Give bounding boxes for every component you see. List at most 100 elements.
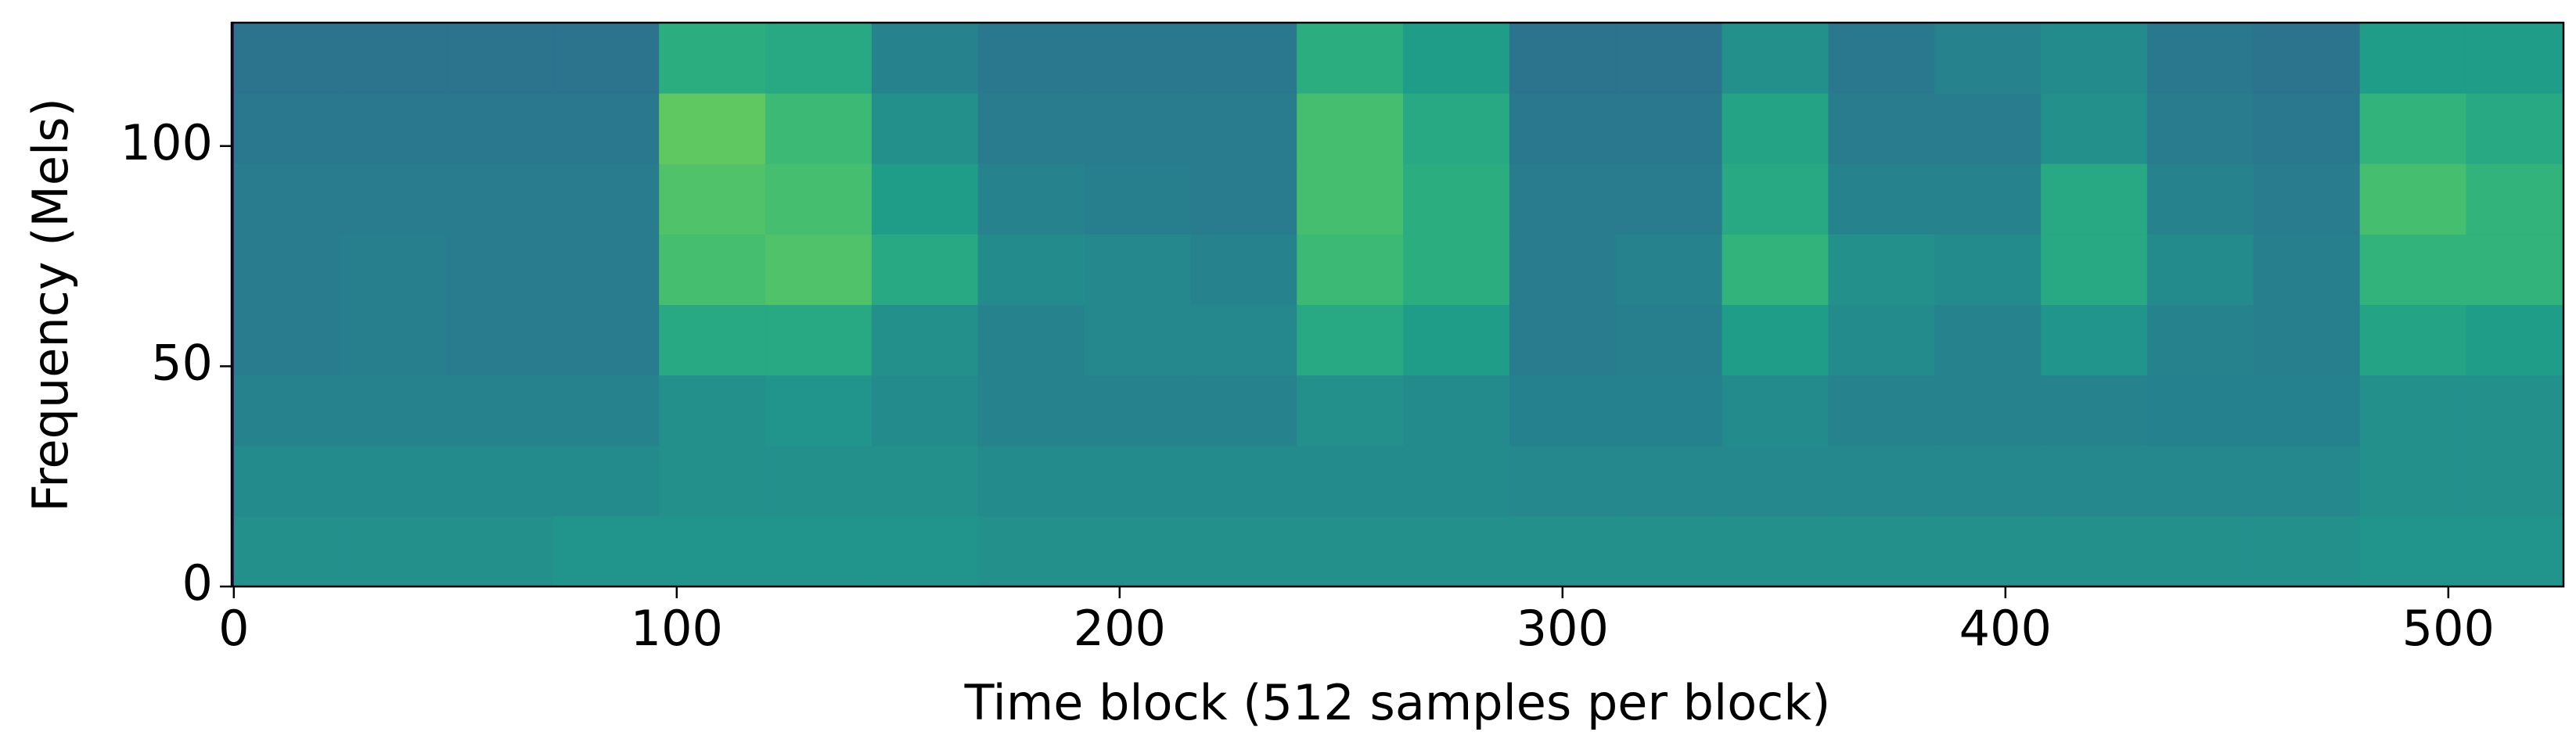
heatmap-cell <box>2466 304 2563 376</box>
heatmap-cell <box>2359 304 2466 376</box>
heatmap-cell <box>340 163 448 235</box>
heatmap-cell <box>446 515 553 587</box>
heatmap-cell <box>233 234 341 305</box>
heatmap-cell <box>765 23 872 94</box>
heatmap-cell <box>1297 515 1404 587</box>
heatmap-cell <box>1084 304 1191 376</box>
heatmap-cell <box>1190 375 1297 447</box>
heatmap-cell <box>2146 375 2254 447</box>
heatmap-cell <box>659 93 766 164</box>
heatmap-cell <box>1615 304 1723 376</box>
y-axis-label: Frequency (Mels) <box>22 98 79 512</box>
heatmap-cell <box>552 23 660 94</box>
heatmap-cell <box>659 445 766 517</box>
heatmap-cell <box>233 375 341 447</box>
heatmap-cell <box>2041 23 2148 94</box>
heatmap-cell <box>871 234 979 305</box>
heatmap-cell <box>1934 163 2042 235</box>
heatmap-cell <box>446 93 553 164</box>
heatmap-cell <box>2466 375 2563 447</box>
heatmap-cell <box>2041 445 2148 517</box>
heatmap-cell <box>1403 375 1510 447</box>
heatmap-cell <box>765 445 872 517</box>
heatmap-cell <box>1615 163 1723 235</box>
heatmap-cell <box>2253 93 2361 164</box>
heatmap-cell <box>1722 515 1829 587</box>
heatmap-cell <box>2359 93 2466 164</box>
heatmap-cell <box>2466 234 2563 305</box>
heatmap-cell <box>2041 93 2148 164</box>
heatmap-cell <box>2146 304 2254 376</box>
heatmap-cell <box>552 375 660 447</box>
heatmap-cell <box>1297 375 1404 447</box>
heatmap-cell <box>340 234 448 305</box>
heatmap-cell <box>1509 515 1617 587</box>
heatmap-cell <box>1722 304 1829 376</box>
heatmap-cell <box>1828 515 1935 587</box>
heatmap-cell <box>2041 304 2148 376</box>
heatmap-cell <box>2253 234 2361 305</box>
heatmap-cell <box>2359 23 2466 94</box>
heatmap-cell <box>1297 163 1404 235</box>
heatmap-cell <box>977 375 1085 447</box>
heatmap-cell <box>340 23 448 94</box>
heatmap-cell <box>659 304 766 376</box>
heatmap-cell <box>2359 375 2466 447</box>
heatmap-cell <box>2466 163 2563 235</box>
x-tick-label: 500 <box>2402 600 2495 657</box>
y-tick-label: 50 <box>151 334 213 391</box>
heatmap-cell <box>1615 515 1723 587</box>
heatmap-cell <box>233 445 341 517</box>
heatmap-cell <box>340 375 448 447</box>
heatmap-cell <box>446 445 553 517</box>
heatmap-cell <box>233 93 341 164</box>
heatmap-cell <box>552 93 660 164</box>
heatmap-cell <box>2041 515 2148 587</box>
heatmap-cell <box>1615 375 1723 447</box>
plot-frame <box>230 21 2565 588</box>
heatmap-cell <box>871 93 979 164</box>
heatmap-cell <box>1403 93 1510 164</box>
heatmap-cell <box>871 304 979 376</box>
heatmap-cell <box>2359 234 2466 305</box>
heatmap-cell <box>233 23 341 94</box>
heatmap-cell <box>1828 23 1935 94</box>
heatmap-cell <box>1403 515 1510 587</box>
heatmap-cell <box>1190 163 1297 235</box>
heatmap-cell <box>1190 304 1297 376</box>
heatmap-cell <box>765 93 872 164</box>
heatmap-cell <box>1403 304 1510 376</box>
x-tick-label: 300 <box>1516 600 1609 657</box>
heatmap-cell <box>2146 163 2254 235</box>
heatmap-cell <box>1084 515 1191 587</box>
heatmap-cell <box>340 93 448 164</box>
heatmap-cell <box>1934 23 2042 94</box>
heatmap-cell <box>1190 515 1297 587</box>
heatmap-cell <box>1828 304 1935 376</box>
heatmap-cell <box>552 304 660 376</box>
heatmap-cell <box>1828 163 1935 235</box>
heatmap-cell <box>1615 234 1723 305</box>
heatmap-cell <box>871 23 979 94</box>
heatmap-cell <box>1509 163 1617 235</box>
heatmap-cell <box>2466 23 2563 94</box>
heatmap-cell <box>1297 93 1404 164</box>
heatmap-cell <box>446 234 553 305</box>
heatmap-cell <box>1934 304 2042 376</box>
heatmap-cell <box>977 445 1085 517</box>
heatmap-cell <box>2253 515 2361 587</box>
x-axis-label: Time block (512 samples per block) <box>964 674 1831 731</box>
heatmap-cell <box>2466 515 2563 587</box>
heatmap-cell <box>977 93 1085 164</box>
heatmap-cell <box>1403 445 1510 517</box>
heatmap-cell <box>1615 23 1723 94</box>
heatmap-cell <box>659 515 766 587</box>
heatmap-cell <box>977 304 1085 376</box>
heatmap-cell <box>659 375 766 447</box>
heatmap-cell <box>1084 375 1191 447</box>
heatmap-cell <box>1828 93 1935 164</box>
heatmap-cell <box>446 23 553 94</box>
heatmap-cell <box>2146 445 2254 517</box>
heatmap-cell <box>1934 234 2042 305</box>
